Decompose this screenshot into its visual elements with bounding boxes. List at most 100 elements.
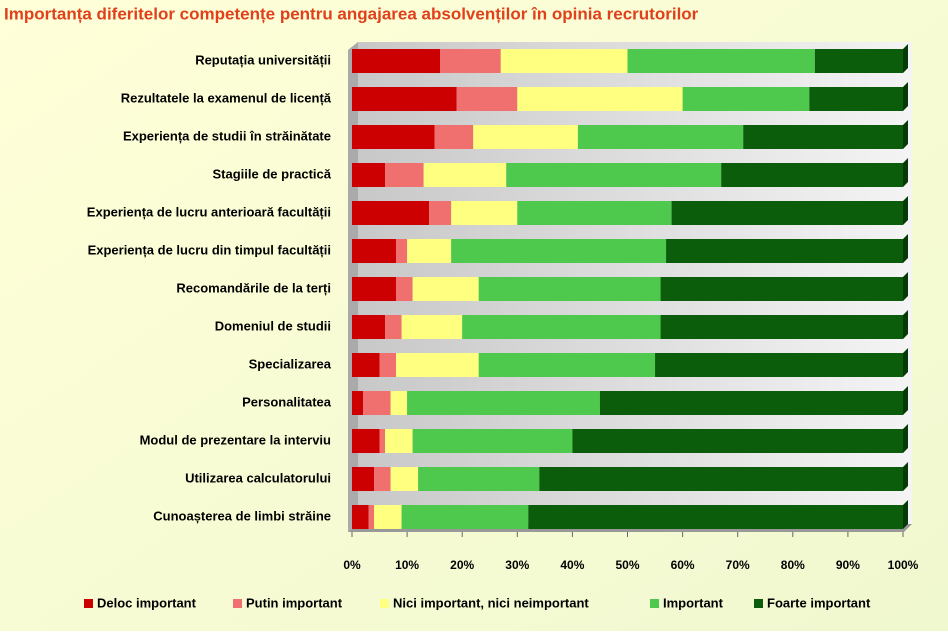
bar-segment — [655, 353, 903, 377]
category-label: Specializarea — [249, 356, 332, 371]
x-tick-label: 30% — [505, 558, 529, 572]
bar-segment — [396, 277, 413, 301]
bar-segment — [423, 163, 507, 187]
bar-segment — [352, 163, 386, 187]
legend-label: Foarte important — [767, 595, 871, 610]
bar-segment — [451, 239, 667, 263]
category-label: Experiența de studii în străinătate — [123, 128, 331, 143]
bar-segment — [385, 429, 413, 453]
legend-label: Important — [663, 595, 724, 610]
bar-segment — [517, 87, 683, 111]
bar-segment — [352, 239, 397, 263]
bar-segment — [352, 467, 375, 491]
bar-segment — [517, 201, 672, 225]
bar-segment — [396, 353, 479, 377]
bar-segment — [401, 505, 529, 529]
bar-segment — [407, 239, 452, 263]
bar-end — [903, 82, 908, 111]
bar-segment — [374, 467, 391, 491]
bar-segment — [809, 87, 903, 111]
bar-segment — [478, 353, 656, 377]
bar-end — [903, 310, 908, 339]
bar-segment — [572, 429, 903, 453]
category-label: Domeniul de studii — [215, 318, 331, 333]
bar-segment — [352, 429, 380, 453]
bar-end — [903, 386, 908, 415]
category-label: Reputația universității — [195, 52, 331, 67]
bar-segment — [363, 391, 391, 415]
bar-segment — [500, 49, 628, 73]
bar-end — [903, 196, 908, 225]
bar-segment — [577, 125, 744, 149]
x-tick-label: 80% — [781, 558, 805, 572]
legend-label: Nici important, nici neimportant — [393, 595, 589, 610]
x-tick-label: 90% — [836, 558, 860, 572]
bar-segment — [539, 467, 903, 491]
bar-segment — [352, 505, 369, 529]
bar-segment — [352, 125, 435, 149]
bar-segment — [352, 353, 380, 377]
bar-segment — [451, 201, 518, 225]
x-tick-label: 20% — [450, 558, 474, 572]
x-tick-label: 70% — [726, 558, 750, 572]
bar-segment — [352, 277, 397, 301]
bar-segment — [743, 125, 903, 149]
x-tick-label: 100% — [888, 558, 919, 572]
legend-label: Putin important — [246, 595, 343, 610]
bar-segment — [352, 87, 457, 111]
bar-segment — [721, 163, 903, 187]
bar-end — [903, 272, 908, 301]
bar-segment — [506, 163, 722, 187]
bar-segment — [478, 277, 661, 301]
bar-segment — [412, 277, 479, 301]
bar-segment — [671, 201, 903, 225]
bar-segment — [682, 87, 810, 111]
bar-segment — [462, 315, 661, 339]
bar-segment — [352, 391, 364, 415]
bar-segment — [407, 391, 600, 415]
category-label: Experiența de lucru din timpul facultăți… — [88, 242, 331, 257]
bar-segment — [814, 49, 903, 73]
bar-end — [903, 424, 908, 453]
bar-end — [903, 462, 908, 491]
bar-segment — [368, 505, 375, 529]
category-label: Utilizarea calculatorului — [185, 470, 331, 485]
bar-segment — [627, 49, 815, 73]
category-label: Modul de prezentare la interviu — [140, 432, 331, 447]
bar-segment — [429, 201, 452, 225]
bar-segment — [528, 505, 903, 529]
bar-end — [903, 120, 908, 149]
legend-swatch — [84, 599, 93, 608]
category-label: Cunoașterea de limbi străine — [153, 508, 331, 523]
bar-segment — [352, 315, 386, 339]
category-label: Stagiile de practică — [213, 166, 332, 181]
bar-segment — [390, 467, 419, 491]
x-tick-label: 40% — [560, 558, 584, 572]
bar-end — [903, 158, 908, 187]
bar-segment — [385, 163, 424, 187]
legend-swatch — [650, 599, 659, 608]
x-tick-label: 10% — [395, 558, 419, 572]
bar-segment — [379, 429, 386, 453]
bar-segment — [599, 391, 903, 415]
bar-segment — [401, 315, 463, 339]
bar-segment — [418, 467, 540, 491]
bar-segment — [434, 125, 474, 149]
bar-segment — [379, 353, 397, 377]
legend-swatch — [380, 599, 389, 608]
bar-segment — [396, 239, 408, 263]
legend-swatch — [754, 599, 763, 608]
chart-title: Importanța diferitelor competențe pentru… — [4, 4, 699, 23]
x-tick-label: 60% — [671, 558, 695, 572]
bar-end — [903, 348, 908, 377]
bar-segment — [374, 505, 402, 529]
bar-end — [903, 44, 908, 73]
x-tick-label: 50% — [615, 558, 639, 572]
bar-segment — [385, 315, 402, 339]
bar-segment — [660, 315, 903, 339]
bar-end — [903, 234, 908, 263]
bar-segment — [660, 277, 903, 301]
category-label: Recomandările de la terți — [176, 280, 331, 295]
bar-segment — [666, 239, 903, 263]
